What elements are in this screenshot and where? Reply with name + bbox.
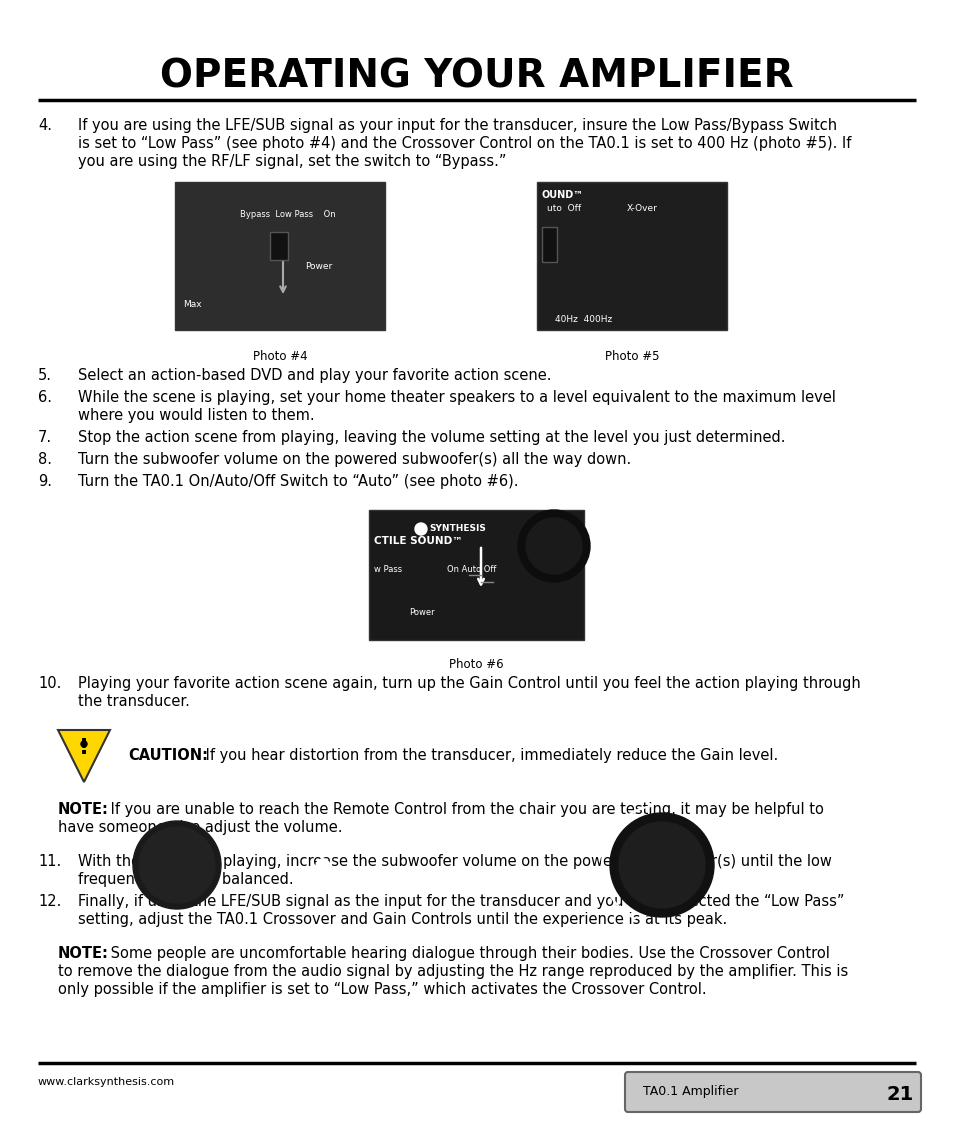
Text: www.clarksynthesis.com: www.clarksynthesis.com: [38, 1077, 175, 1087]
Circle shape: [415, 524, 427, 535]
Text: only possible if the amplifier is set to “Low Pass,” which activates the Crossov: only possible if the amplifier is set to…: [58, 982, 706, 997]
Text: Turn the subwoofer volume on the powered subwoofer(s) all the way down.: Turn the subwoofer volume on the powered…: [78, 452, 631, 467]
FancyBboxPatch shape: [541, 226, 557, 262]
Text: 12.: 12.: [38, 895, 61, 909]
Text: Select an action-based DVD and play your favorite action scene.: Select an action-based DVD and play your…: [78, 368, 551, 383]
Text: SYNTHESIS: SYNTHESIS: [429, 524, 485, 532]
Circle shape: [132, 821, 221, 909]
FancyBboxPatch shape: [624, 1072, 920, 1112]
Text: CAUTION:: CAUTION:: [128, 748, 208, 763]
Text: 40Hz  400Hz: 40Hz 400Hz: [555, 315, 612, 324]
Text: Bypass  Low Pass    On: Bypass Low Pass On: [240, 210, 335, 219]
Text: 8.: 8.: [38, 452, 52, 467]
Text: If you hear distortion from the transducer, immediately reduce the Gain level.: If you hear distortion from the transduc…: [201, 748, 778, 763]
FancyBboxPatch shape: [174, 182, 385, 330]
Text: w Pass: w Pass: [374, 565, 402, 574]
Text: is set to “Low Pass” (see photo #4) and the Crossover Control on the TA0.1 is se: is set to “Low Pass” (see photo #4) and …: [78, 136, 850, 151]
Text: Playing your favorite action scene again, turn up the Gain Control until you fee: Playing your favorite action scene again…: [78, 676, 860, 691]
Text: If you are using the LFE/SUB signal as your input for the transducer, insure the: If you are using the LFE/SUB signal as y…: [78, 118, 836, 133]
Text: X-Ove: X-Ove: [538, 565, 564, 574]
Text: TA0.1 Amplifier: TA0.1 Amplifier: [642, 1085, 738, 1097]
Text: Photo #6: Photo #6: [448, 658, 503, 671]
Text: have someone else adjust the volume.: have someone else adjust the volume.: [58, 819, 342, 835]
FancyBboxPatch shape: [537, 182, 726, 330]
Circle shape: [139, 827, 214, 904]
Text: 5.: 5.: [38, 368, 52, 383]
Text: frequency sound is balanced.: frequency sound is balanced.: [78, 872, 294, 887]
Text: 6.: 6.: [38, 390, 52, 405]
Text: With the scene still playing, increase the subwoofer volume on the powered subwo: With the scene still playing, increase t…: [78, 854, 831, 869]
Text: !: !: [79, 739, 89, 758]
Text: On Auto Off: On Auto Off: [447, 565, 496, 574]
Text: Power: Power: [305, 262, 332, 271]
Text: 7.: 7.: [38, 430, 52, 445]
Text: 4.: 4.: [38, 118, 52, 133]
Text: Max: Max: [183, 300, 201, 309]
Text: where you would listen to them.: where you would listen to them.: [78, 408, 314, 423]
Text: 10.: 10.: [38, 676, 61, 691]
FancyBboxPatch shape: [270, 232, 288, 260]
Text: If you are unable to reach the Remote Control from the chair you are testing, it: If you are unable to reach the Remote Co…: [106, 802, 823, 817]
Circle shape: [609, 813, 713, 917]
Text: Turn the TA0.1 On/Auto/Off Switch to “Auto” (see photo #6).: Turn the TA0.1 On/Auto/Off Switch to “Au…: [78, 474, 518, 489]
Circle shape: [618, 822, 704, 908]
Text: to remove the dialogue from the audio signal by adjusting the Hz range reproduce: to remove the dialogue from the audio si…: [58, 964, 847, 979]
Text: CTILE SOUND™: CTILE SOUND™: [374, 536, 462, 546]
FancyBboxPatch shape: [369, 510, 583, 640]
Circle shape: [525, 518, 581, 574]
Text: Power: Power: [409, 608, 435, 617]
Text: the transducer.: the transducer.: [78, 694, 190, 708]
Text: uto  Off: uto Off: [546, 204, 580, 213]
Circle shape: [517, 510, 589, 582]
Text: setting, adjust the TA0.1 Crossover and Gain Controls until the experience is at: setting, adjust the TA0.1 Crossover and …: [78, 912, 726, 927]
Circle shape: [315, 859, 330, 873]
Text: Some people are uncomfortable hearing dialogue through their bodies. Use the Cro: Some people are uncomfortable hearing di…: [106, 946, 829, 961]
Circle shape: [81, 741, 87, 747]
Text: Finally, if using the LFE/SUB signal as the input for the transducer and you hav: Finally, if using the LFE/SUB signal as …: [78, 895, 843, 909]
Text: Photo #5: Photo #5: [604, 350, 659, 363]
Text: 11.: 11.: [38, 854, 61, 869]
Text: Photo #4: Photo #4: [253, 350, 307, 363]
Text: Stop the action scene from playing, leaving the volume setting at the level you : Stop the action scene from playing, leav…: [78, 430, 784, 445]
Text: While the scene is playing, set your home theater speakers to a level equivalent: While the scene is playing, set your hom…: [78, 390, 835, 405]
Text: 21: 21: [885, 1085, 913, 1104]
Text: you are using the RF/LF signal, set the switch to “Bypass.”: you are using the RF/LF signal, set the …: [78, 154, 506, 169]
Text: X-Over: X-Over: [626, 204, 658, 213]
Text: 9.: 9.: [38, 474, 52, 489]
Text: OPERATING YOUR AMPLIFIER: OPERATING YOUR AMPLIFIER: [160, 58, 793, 96]
Polygon shape: [58, 730, 110, 782]
Text: NOTE:: NOTE:: [58, 802, 109, 817]
Text: OUND™: OUND™: [541, 189, 583, 200]
Text: NOTE:: NOTE:: [58, 946, 109, 961]
